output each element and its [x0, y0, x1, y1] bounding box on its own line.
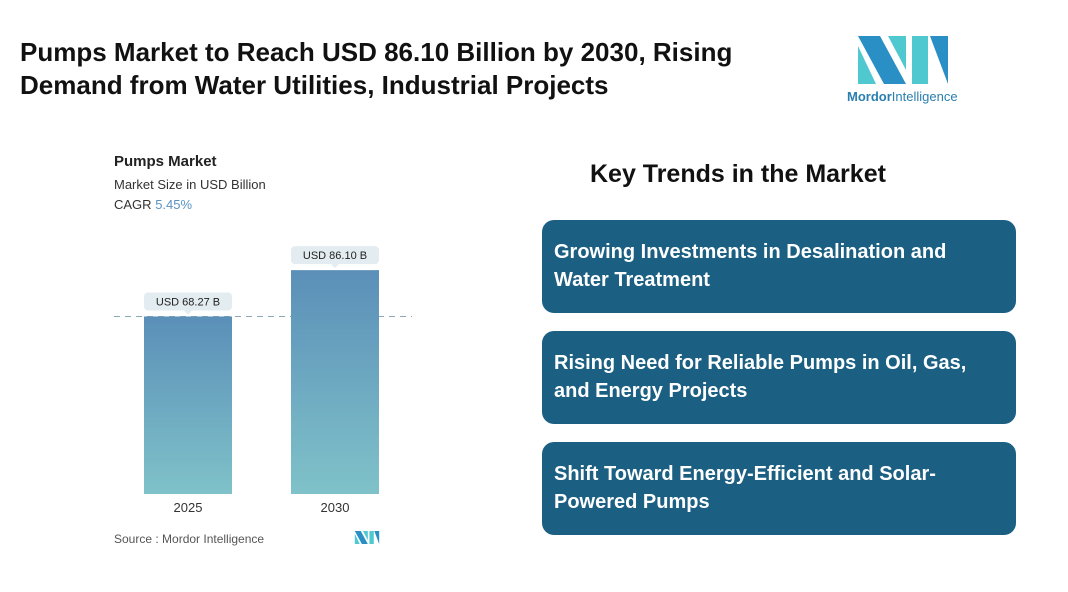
source-logo-icon: [354, 531, 380, 544]
trend-card: Shift Toward Energy-Efficient and Solar-…: [542, 442, 1016, 535]
data-label: USD 68.27 B: [156, 296, 220, 308]
data-label-bg: [291, 246, 379, 265]
data-label-bg: [144, 292, 232, 311]
logo-text: MordorIntelligence: [847, 89, 958, 104]
bar-2025: [144, 316, 232, 494]
trend-card: Growing Investments in Desalination and …: [542, 220, 1016, 313]
data-label-pointer: [184, 310, 192, 315]
x-tick-label: 2025: [174, 500, 203, 515]
chart-subtitle: Market Size in USD Billion: [114, 177, 266, 192]
trends-heading: Key Trends in the Market: [590, 160, 886, 188]
source-note: Source : Mordor Intelligence: [114, 532, 265, 546]
chart-title: Pumps Market: [114, 153, 217, 170]
data-label: USD 86.10 B: [303, 250, 367, 262]
bar-chart: USD 68.27 B 2025 USD 86.10 B 2030: [114, 246, 412, 515]
bar-2030: [291, 270, 379, 494]
trend-card: Rising Need for Reliable Pumps in Oil, G…: [542, 331, 1016, 424]
data-label-pointer: [331, 264, 339, 269]
x-tick-label: 2030: [321, 500, 350, 515]
cagr: CAGR 5.45%: [114, 197, 193, 212]
mordor-logo-icon: [858, 36, 948, 84]
page-title: Pumps Market to Reach USD 86.10 Billion …: [20, 37, 733, 100]
